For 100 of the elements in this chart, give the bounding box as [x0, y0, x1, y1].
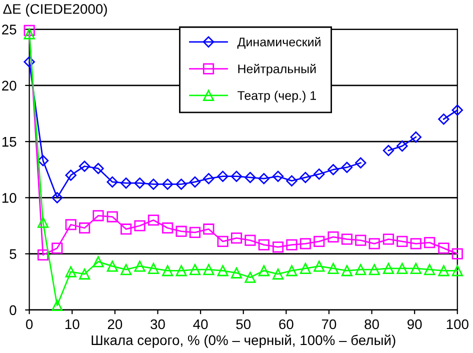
point — [230, 267, 242, 278]
point — [148, 262, 160, 274]
point — [258, 239, 270, 250]
point — [52, 300, 63, 311]
point — [244, 234, 256, 246]
point — [341, 162, 353, 173]
point — [176, 226, 187, 237]
point — [314, 236, 325, 248]
point — [217, 170, 228, 182]
x-tick-label: 20 — [108, 319, 122, 330]
point — [258, 265, 270, 276]
point — [92, 162, 104, 174]
point — [272, 268, 284, 280]
point — [65, 170, 76, 181]
point — [355, 157, 366, 168]
point — [396, 262, 408, 274]
y-tick-label: 20 — [2, 80, 16, 91]
point — [355, 264, 366, 276]
point — [286, 239, 298, 250]
point — [410, 262, 422, 274]
point — [65, 266, 76, 278]
point — [314, 260, 325, 272]
point — [396, 140, 408, 152]
y-tick-label: 5 — [10, 249, 16, 259]
y-tick-label: 0 — [10, 305, 16, 316]
point — [106, 260, 118, 272]
point — [424, 264, 436, 276]
point — [244, 272, 256, 283]
point — [410, 238, 422, 250]
point — [396, 236, 408, 248]
point — [203, 172, 214, 184]
point — [272, 170, 284, 182]
point — [189, 176, 201, 188]
point — [120, 224, 132, 235]
x-tick-label: 10 — [65, 319, 80, 330]
point — [52, 192, 63, 204]
point — [162, 222, 174, 234]
point — [230, 232, 242, 244]
point — [52, 242, 63, 254]
point — [134, 260, 146, 272]
point — [424, 237, 436, 248]
point — [106, 211, 118, 222]
x-tick-label: 100 — [446, 319, 468, 330]
point — [92, 256, 104, 268]
point — [92, 210, 104, 222]
point — [148, 178, 160, 190]
y-axis-title: ΔE (CIEDE2000) — [3, 4, 107, 17]
x-axis-title: Шкала серого, % (0% – черный, 100% – белый) — [92, 334, 396, 348]
point — [230, 170, 242, 182]
point — [176, 178, 187, 190]
point — [368, 238, 380, 250]
point — [300, 238, 311, 250]
point — [106, 176, 118, 188]
point — [244, 172, 256, 184]
x-tick-label: 30 — [150, 319, 165, 330]
point — [438, 265, 450, 276]
point — [217, 236, 228, 248]
point — [37, 216, 49, 228]
legend-label: Динамический — [237, 37, 320, 49]
point — [382, 262, 394, 274]
point — [438, 242, 450, 254]
point — [341, 234, 353, 245]
y-tick-label: 15 — [2, 137, 16, 147]
point — [300, 172, 312, 184]
y-tick-label: 10 — [2, 193, 16, 203]
point — [410, 131, 422, 143]
point — [134, 177, 146, 189]
point — [328, 164, 339, 176]
point — [148, 214, 160, 226]
legend-label: Театр (чер.) 1 — [238, 90, 316, 102]
point — [189, 264, 201, 276]
point — [189, 226, 201, 238]
x-tick-label: 50 — [236, 319, 251, 330]
point — [328, 262, 339, 274]
point — [162, 265, 174, 276]
point — [314, 168, 325, 180]
point — [65, 219, 76, 230]
point — [382, 234, 394, 245]
point — [78, 222, 90, 234]
point — [203, 224, 214, 235]
point — [78, 160, 90, 172]
point — [134, 220, 146, 232]
y-tick-label: 25 — [2, 24, 16, 34]
point — [300, 262, 311, 274]
point — [176, 265, 187, 276]
point — [120, 264, 132, 276]
x-tick-label: 40 — [193, 319, 208, 330]
point — [37, 249, 49, 260]
point — [286, 175, 298, 186]
point — [258, 172, 270, 184]
x-tick-label: 0 — [26, 319, 33, 330]
x-tick-label: 90 — [408, 319, 422, 330]
point — [24, 28, 35, 40]
point — [37, 155, 49, 166]
legend-label: Нейтральный — [238, 64, 316, 76]
x-tick-label: 80 — [364, 319, 379, 330]
point — [452, 104, 463, 116]
x-tick-label: 70 — [322, 319, 336, 330]
point — [355, 234, 366, 246]
point — [120, 177, 132, 189]
